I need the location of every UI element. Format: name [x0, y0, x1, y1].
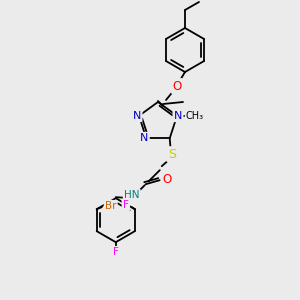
Text: O: O	[162, 173, 171, 186]
Text: F: F	[113, 247, 119, 257]
Text: N: N	[133, 111, 141, 121]
Text: N: N	[174, 111, 182, 121]
Text: O: O	[172, 80, 182, 92]
Text: CH₃: CH₃	[186, 111, 204, 121]
Text: N: N	[140, 133, 148, 143]
Text: Br: Br	[105, 201, 116, 211]
Text: HN: HN	[124, 190, 140, 200]
Text: F: F	[123, 200, 129, 210]
Text: S: S	[168, 148, 176, 161]
